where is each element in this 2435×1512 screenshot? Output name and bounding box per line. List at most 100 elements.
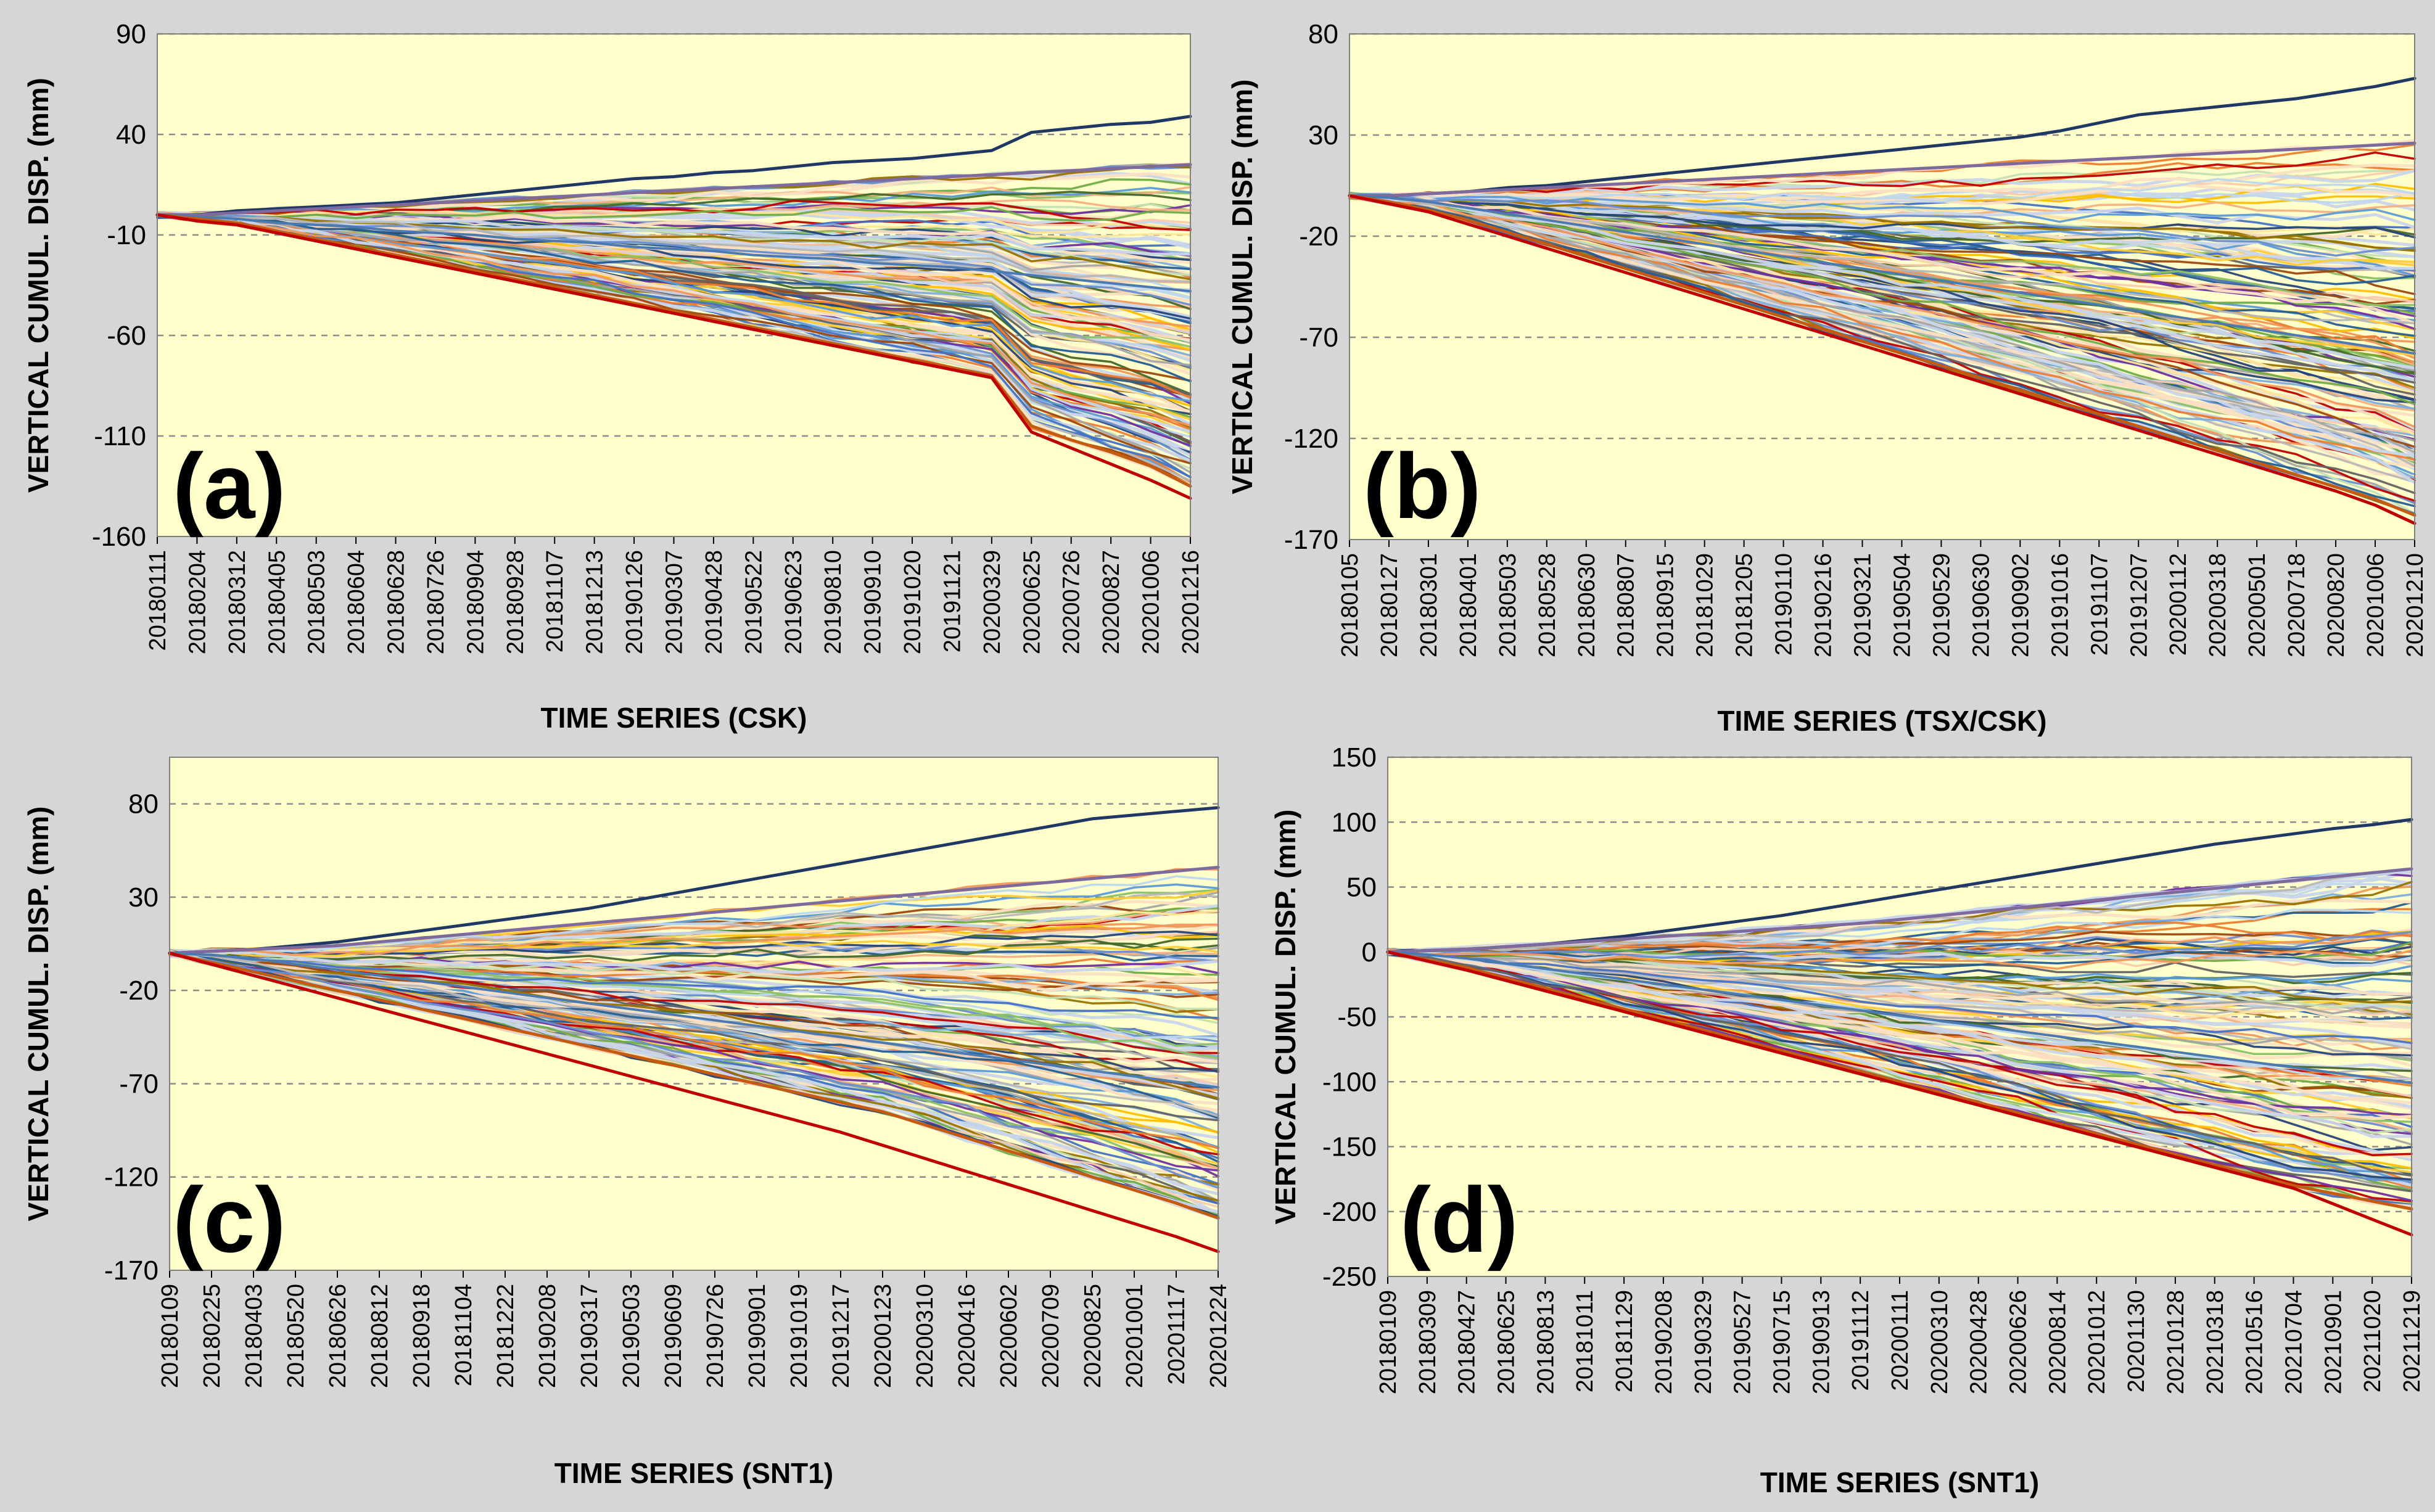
x-tick-label: 20201006 xyxy=(2363,553,2389,657)
x-tick-label: 20200825 xyxy=(1080,1284,1106,1388)
x-tick-label: 20181011 xyxy=(1572,1290,1598,1392)
x-tick-label: 20190110 xyxy=(1771,553,1797,655)
x-tick-label: 20190901 xyxy=(744,1284,770,1388)
panel-label: (c) xyxy=(173,1168,286,1272)
x-tick-label: 20190503 xyxy=(619,1284,645,1388)
x-tick-label: 20180111 xyxy=(145,550,171,651)
x-tick-label: 20190910 xyxy=(860,550,886,654)
x-tick-label: 20190208 xyxy=(1651,1290,1677,1394)
x-tick-label: 20181129 xyxy=(1612,1290,1638,1392)
y-tick-label: -170 xyxy=(1284,525,1338,555)
x-tick-label: 20201006 xyxy=(1139,550,1164,654)
x-tick-label: 20180726 xyxy=(423,550,449,654)
x-tick-label: 20190609 xyxy=(661,1284,686,1388)
x-tick-label: 20200718 xyxy=(2284,553,2310,657)
y-tick-label: -20 xyxy=(1299,221,1338,252)
x-tick-label: 20180626 xyxy=(325,1284,351,1388)
x-tick-label: 20201117 xyxy=(1164,1284,1190,1384)
x-tick-label: 20180105 xyxy=(1337,553,1363,657)
x-tick-label: 20200111 xyxy=(1887,1290,1913,1391)
x-tick-label: 20190504 xyxy=(1889,553,1915,657)
x-tick-label: 20190529 xyxy=(1929,553,1955,657)
x-tick-label: 20180630 xyxy=(1574,553,1600,657)
x-tick-label: 20200428 xyxy=(1966,1290,1992,1394)
x-tick-label: 20180928 xyxy=(503,550,529,654)
x-tick-label: 20190715 xyxy=(1769,1290,1795,1394)
x-tick-label: 20210516 xyxy=(2242,1290,2268,1394)
x-tick-label: 20190522 xyxy=(741,550,767,654)
y-tick-label: 50 xyxy=(1346,873,1377,903)
y-tick-label: 100 xyxy=(1332,807,1377,837)
x-tick-label: 20181213 xyxy=(582,550,608,654)
x-tick-label: 20180405 xyxy=(264,550,290,654)
x-tick-label: 20191016 xyxy=(2047,553,2073,657)
x-axis-title: TIME SERIES (TSX/CSK) xyxy=(1717,705,2046,737)
x-tick-label: 20210318 xyxy=(2202,1290,2228,1394)
x-tick-label: 20180109 xyxy=(1375,1290,1401,1394)
x-tick-label: 20180812 xyxy=(367,1284,393,1388)
y-tick-label: 80 xyxy=(1308,19,1338,49)
x-tick-label: 20190126 xyxy=(622,550,648,654)
x-tick-label: 20190902 xyxy=(2008,553,2033,657)
x-tick-label: 20180807 xyxy=(1613,553,1639,657)
x-tick-label: 20200820 xyxy=(2323,553,2349,657)
y-tick-label: -250 xyxy=(1322,1262,1377,1292)
x-tick-label: 20180312 xyxy=(225,550,250,654)
x-tick-label: 20180604 xyxy=(344,550,369,654)
x-tick-label: 20210704 xyxy=(2281,1290,2307,1394)
panel-label: (d) xyxy=(1400,1168,1518,1272)
y-axis-title: VERTICAL CUMUL. DISP. (mm) xyxy=(22,806,54,1221)
x-tick-label: 20190527 xyxy=(1730,1290,1756,1394)
y-tick-label: -20 xyxy=(119,976,159,1006)
x-tick-label: 20190428 xyxy=(701,550,727,654)
x-tick-label: 20210128 xyxy=(2163,1290,2189,1394)
x-tick-label: 20190216 xyxy=(1811,553,1837,657)
x-tick-label: 20190317 xyxy=(577,1284,603,1388)
y-tick-label: -120 xyxy=(104,1162,159,1193)
x-tick-label: 20190810 xyxy=(820,550,846,654)
y-tick-label: -50 xyxy=(1337,1002,1377,1032)
x-tick-label: 20190329 xyxy=(1691,1290,1716,1394)
x-tick-label: 20180813 xyxy=(1533,1290,1559,1394)
y-tick-label: 30 xyxy=(128,882,159,913)
figure-canvas: 9040-10-60-110-16020180111 20180204 201803… xyxy=(0,0,2435,1512)
x-tick-label: 20200112 xyxy=(2165,553,2191,655)
panel-label: (b) xyxy=(1363,434,1481,538)
x-tick-label: 20181205 xyxy=(1732,553,1758,657)
x-tick-label: 20180503 xyxy=(1495,553,1521,657)
x-tick-label: 20180401 xyxy=(1456,553,1481,657)
x-tick-label: 20201001 xyxy=(1122,1284,1148,1388)
x-tick-label: 20190321 xyxy=(1850,553,1876,657)
x-tick-label: 20200310 xyxy=(912,1284,938,1388)
x-tick-label: 20180520 xyxy=(283,1284,309,1388)
x-axis-title: TIME SERIES (SNT1) xyxy=(554,1457,833,1489)
x-axis-title: TIME SERIES (CSK) xyxy=(541,702,807,734)
y-tick-label: -110 xyxy=(94,421,146,451)
x-tick-label: 20180628 xyxy=(384,550,410,654)
y-tick-label: -70 xyxy=(119,1069,159,1099)
x-tick-label: 20180204 xyxy=(184,550,210,654)
x-tick-label: 20201216 xyxy=(1178,550,1204,654)
x-tick-label: 20200416 xyxy=(954,1284,980,1388)
x-tick-label: 20201130 xyxy=(2124,1290,2149,1392)
y-axis-title: VERTICAL CUMUL. DISP. (mm) xyxy=(1226,79,1258,494)
x-tick-label: 20180127 xyxy=(1377,553,1403,657)
x-tick-label: 20180528 xyxy=(1535,553,1560,657)
y-tick-label: -100 xyxy=(1322,1067,1377,1097)
y-tick-label: -170 xyxy=(104,1255,159,1286)
x-tick-label: 20200726 xyxy=(1059,550,1085,654)
y-axis-title: VERTICAL CUMUL. DISP. (mm) xyxy=(22,78,54,493)
y-tick-label: -160 xyxy=(92,522,146,552)
x-tick-label: 20191020 xyxy=(900,550,926,654)
x-tick-label: 20200501 xyxy=(2244,553,2270,657)
x-tick-label: 20180503 xyxy=(304,550,330,654)
x-tick-label: 20200626 xyxy=(2006,1290,2032,1394)
x-tick-label: 20190307 xyxy=(662,550,688,654)
figure-page: 90 40 -10 -60 -110 -160 20180111 20180204 201803… xyxy=(0,0,2435,1512)
y-tick-label: -120 xyxy=(1284,424,1338,454)
x-tick-label: 20180403 xyxy=(241,1284,267,1388)
x-tick-label: 20200310 xyxy=(1927,1290,1953,1394)
y-tick-label: -70 xyxy=(1299,323,1338,353)
y-tick-label: -150 xyxy=(1322,1132,1377,1162)
x-tick-label: 20200329 xyxy=(979,550,1005,654)
